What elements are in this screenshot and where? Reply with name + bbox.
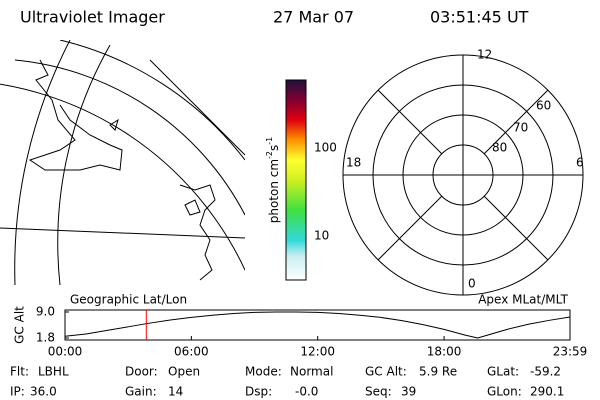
status-value: Open <box>168 365 200 379</box>
status-label: Dsp: <box>245 385 272 399</box>
colorbar-tick: 10 <box>314 229 329 243</box>
status-label: Door: <box>125 365 158 379</box>
status-label: GLon: <box>487 385 522 399</box>
alt-plot: 9.0 1.800:00 06:00 12:00 18:00 23:59 <box>36 305 587 359</box>
status-label: IP: <box>10 385 25 399</box>
x-tick-label: 00:00 <box>48 345 83 359</box>
mlt-label: 12 <box>477 48 492 62</box>
status-value: 39 <box>401 385 416 399</box>
mlt-label: 0 <box>468 277 476 291</box>
polar-label: Apex MLat/MLT <box>478 293 568 307</box>
x-tick-label: 18:00 <box>427 345 462 359</box>
mlat-label: 70 <box>513 121 528 135</box>
x-tick-label: 06:00 <box>174 345 209 359</box>
alt-ylabel: GC Alt <box>13 306 27 344</box>
status-label: Seq: <box>365 385 392 399</box>
date: 27 Mar 07 <box>273 8 354 27</box>
status: Flt: LBHL Door: Open Mode: Normal GC Alt: 5.9 R… <box>10 365 564 399</box>
colorbar <box>285 79 307 281</box>
y-tick-label: 1.8 <box>36 331 55 345</box>
map-label: Geographic Lat/Lon <box>70 293 187 307</box>
time: 03:51:45 UT <box>430 8 529 27</box>
status-value: Normal <box>290 365 333 379</box>
mlt-label: 6 <box>576 156 584 170</box>
status-label: GC Alt: <box>365 365 407 379</box>
title: Ultraviolet Imager <box>20 8 165 27</box>
status-label: Gain: <box>125 385 157 399</box>
status-value: 290.1 <box>530 385 564 399</box>
x-tick-label: 23:59 <box>553 345 588 359</box>
status-label: GLat: <box>487 365 519 379</box>
y-tick-label: 9.0 <box>36 305 55 319</box>
map <box>0 40 245 285</box>
colorbar-tick: 100 <box>314 141 337 155</box>
mlat-label: 60 <box>536 99 551 113</box>
polar-grid <box>342 54 584 296</box>
status-label: Flt: <box>10 365 29 379</box>
status-label: Mode: <box>245 365 282 379</box>
colorbar-label: photon cm-2s-1 <box>265 137 281 224</box>
mlat-label: 80 <box>492 141 507 155</box>
status-value: 14 <box>168 385 183 399</box>
status-value: LBHL <box>38 365 69 379</box>
mlt-label: 18 <box>346 156 361 170</box>
altitude-curve <box>64 311 571 339</box>
status-value: -59.2 <box>530 365 561 379</box>
x-tick-label: 12:00 <box>300 345 335 359</box>
status-value: 36.0 <box>30 385 57 399</box>
status-value: -0.0 <box>295 385 318 399</box>
status-value: 5.9 Re <box>419 365 457 379</box>
